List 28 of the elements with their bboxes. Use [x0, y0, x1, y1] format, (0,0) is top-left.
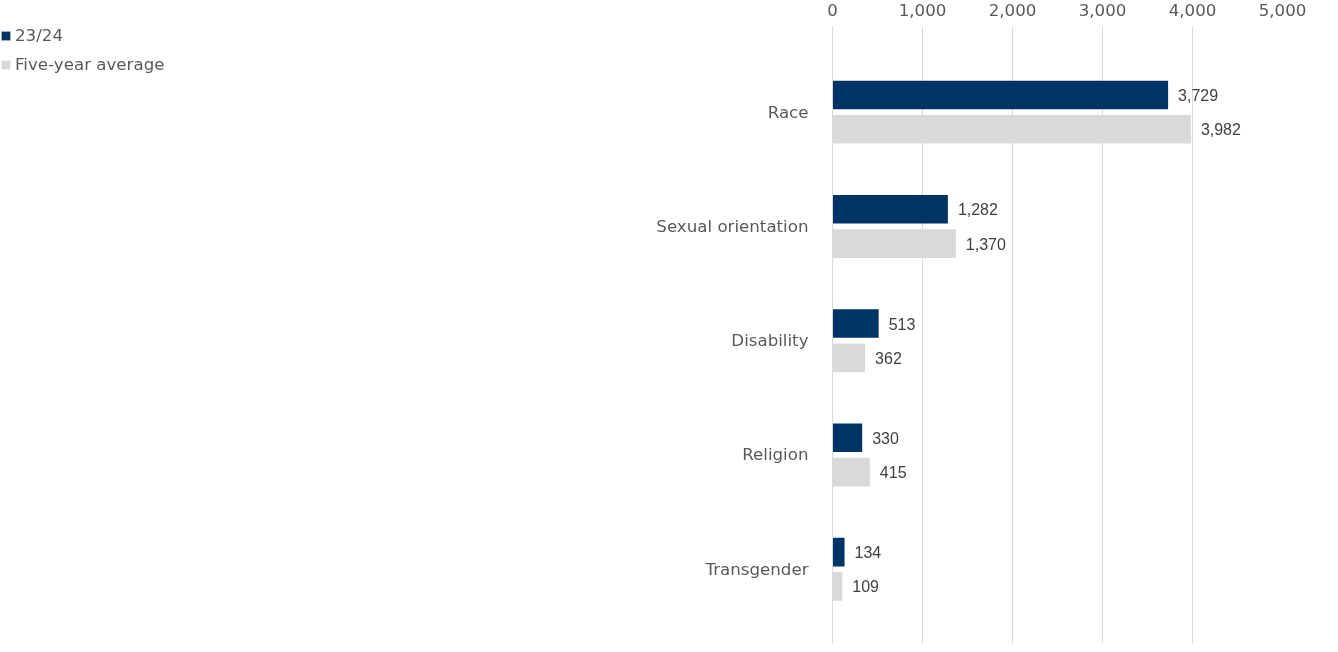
x-tick-label: 3,000 — [1078, 0, 1127, 20]
data-label: 3,729 — [1178, 87, 1219, 105]
y-tick-label: Disability — [731, 331, 809, 351]
legend-label: 23/24 — [15, 26, 64, 45]
data-label: 109 — [852, 578, 880, 596]
data-label: 330 — [872, 429, 899, 447]
bar — [832, 195, 948, 224]
legend-label: Five-year average — [15, 55, 165, 74]
x-tick-label: 4,000 — [1168, 0, 1217, 20]
data-label: 362 — [875, 349, 902, 367]
data-label: 134 — [854, 544, 882, 562]
y-tick-label: Transgender — [704, 559, 809, 579]
x-tick-label: 2,000 — [988, 0, 1037, 20]
data-label: 1,370 — [965, 235, 1006, 253]
bar — [832, 80, 1169, 110]
x-tick-label: 5,000 — [1258, 0, 1307, 20]
y-tick-label: Sexual orientation — [656, 216, 809, 236]
x-tick-label: 0 — [827, 0, 838, 20]
bar — [832, 309, 879, 338]
data-label: 415 — [879, 464, 907, 482]
data-label: 3,982 — [1200, 121, 1242, 139]
data-label: 513 — [888, 315, 916, 333]
bar — [832, 537, 845, 567]
bar — [832, 423, 863, 453]
x-tick-label: 1,000 — [898, 0, 947, 20]
data-label: 1,282 — [957, 201, 999, 219]
y-tick-label: Religion — [742, 445, 809, 465]
y-tick-label: Race — [767, 102, 809, 122]
